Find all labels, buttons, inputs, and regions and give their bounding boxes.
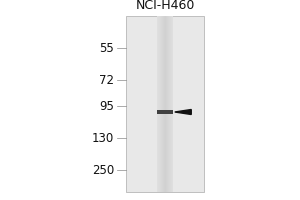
Bar <box>166 16 167 192</box>
Polygon shape <box>175 110 191 114</box>
Bar <box>172 16 173 192</box>
Bar <box>157 16 158 192</box>
Bar <box>169 16 170 192</box>
Text: 250: 250 <box>92 164 114 176</box>
Bar <box>126 16 204 192</box>
Bar <box>168 16 169 192</box>
Bar <box>163 16 164 192</box>
Bar <box>160 16 161 192</box>
Bar <box>170 16 171 192</box>
Bar <box>164 16 165 192</box>
Bar <box>160 16 161 192</box>
Text: 95: 95 <box>99 99 114 112</box>
Bar <box>167 16 168 192</box>
Text: 72: 72 <box>99 73 114 86</box>
Bar <box>162 16 163 192</box>
Bar <box>171 16 172 192</box>
Text: NCI-H460: NCI-H460 <box>135 0 195 12</box>
Bar <box>159 16 160 192</box>
Bar <box>157 110 173 114</box>
Text: 55: 55 <box>99 42 114 54</box>
Text: 130: 130 <box>92 132 114 144</box>
Bar <box>161 16 162 192</box>
Bar <box>165 16 166 192</box>
Bar <box>158 16 159 192</box>
